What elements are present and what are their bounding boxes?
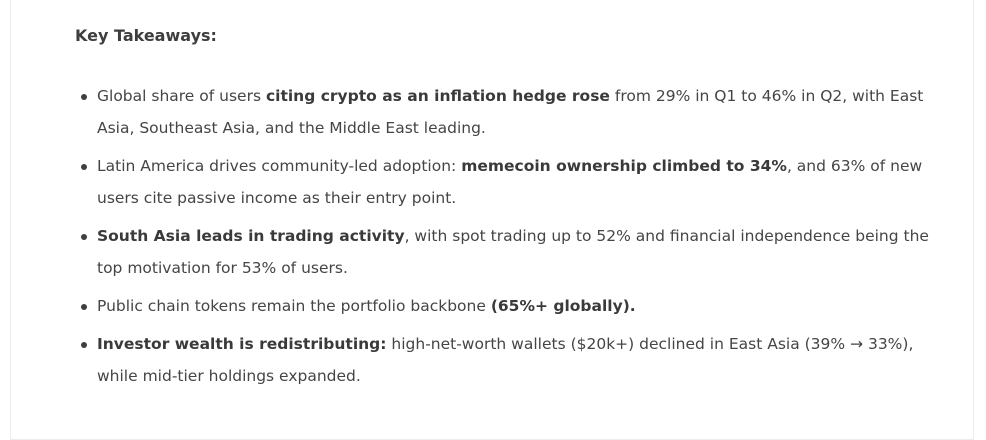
list-item: South Asia leads in trading activity, wi…	[81, 220, 947, 284]
list-item: Public chain tokens remain the portfolio…	[81, 290, 947, 322]
list-item: Latin America drives community-led adopt…	[81, 150, 947, 214]
section-title: Key Takeaways:	[75, 26, 217, 45]
list-item: Investor wealth is redistributing: high-…	[81, 328, 947, 392]
key-takeaways-card: Key Takeaways: Global share of users cit…	[10, 0, 974, 440]
list-item: Global share of users citing crypto as a…	[81, 80, 947, 144]
takeaways-list: Global share of users citing crypto as a…	[75, 80, 947, 398]
